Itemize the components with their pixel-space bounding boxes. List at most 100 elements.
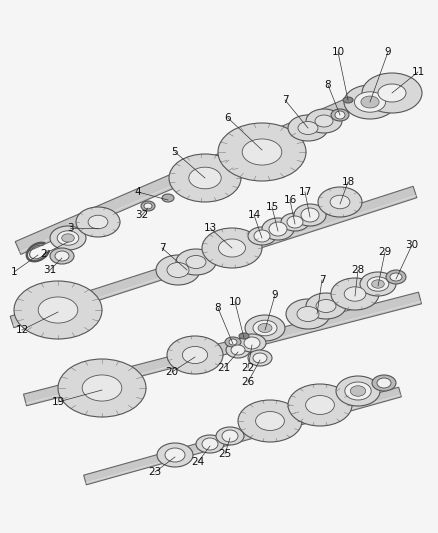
Ellipse shape (244, 337, 260, 349)
Polygon shape (24, 292, 421, 406)
Ellipse shape (141, 201, 155, 211)
Ellipse shape (248, 350, 272, 366)
Ellipse shape (229, 339, 237, 345)
Ellipse shape (362, 73, 422, 113)
Ellipse shape (306, 109, 342, 133)
Ellipse shape (169, 154, 241, 202)
Ellipse shape (258, 324, 272, 333)
Ellipse shape (162, 194, 174, 202)
Ellipse shape (76, 207, 120, 237)
Ellipse shape (202, 438, 218, 450)
Text: 24: 24 (191, 457, 205, 467)
Ellipse shape (354, 92, 385, 112)
Polygon shape (84, 387, 401, 485)
Ellipse shape (315, 115, 333, 127)
Text: 19: 19 (51, 397, 65, 407)
Ellipse shape (216, 427, 244, 445)
Ellipse shape (306, 395, 334, 415)
Ellipse shape (245, 315, 285, 341)
Ellipse shape (377, 378, 391, 388)
Ellipse shape (165, 448, 185, 462)
Text: 2: 2 (41, 249, 47, 259)
Text: 9: 9 (272, 290, 278, 300)
Ellipse shape (350, 386, 366, 396)
Ellipse shape (167, 336, 223, 374)
Ellipse shape (367, 277, 389, 291)
Ellipse shape (344, 85, 396, 119)
Ellipse shape (390, 273, 402, 281)
Ellipse shape (226, 342, 250, 358)
Ellipse shape (378, 84, 406, 102)
Ellipse shape (176, 249, 216, 275)
Ellipse shape (298, 122, 318, 134)
Ellipse shape (88, 215, 108, 229)
Ellipse shape (256, 411, 284, 431)
Ellipse shape (316, 300, 336, 312)
Ellipse shape (253, 320, 277, 336)
Text: 11: 11 (411, 67, 424, 77)
Text: 32: 32 (135, 210, 148, 220)
Ellipse shape (345, 382, 371, 400)
Text: 1: 1 (11, 267, 18, 277)
Ellipse shape (58, 359, 146, 417)
Text: 20: 20 (166, 367, 179, 377)
Ellipse shape (360, 272, 396, 296)
Text: 31: 31 (43, 265, 57, 275)
Text: 7: 7 (159, 243, 165, 253)
Ellipse shape (50, 226, 86, 250)
Ellipse shape (57, 231, 79, 245)
Ellipse shape (55, 251, 69, 261)
Ellipse shape (167, 262, 189, 278)
Ellipse shape (254, 230, 270, 242)
Text: 18: 18 (341, 177, 355, 187)
Ellipse shape (225, 337, 241, 347)
Ellipse shape (372, 280, 384, 288)
Ellipse shape (156, 255, 200, 285)
Ellipse shape (287, 216, 303, 228)
Ellipse shape (231, 345, 245, 355)
Ellipse shape (330, 195, 350, 209)
Text: 14: 14 (247, 210, 261, 220)
Ellipse shape (189, 167, 221, 189)
Text: 13: 13 (203, 223, 217, 233)
Ellipse shape (331, 109, 349, 121)
Ellipse shape (222, 430, 238, 442)
Ellipse shape (62, 234, 74, 242)
Text: 15: 15 (265, 202, 279, 212)
Ellipse shape (335, 111, 345, 119)
Text: 22: 22 (241, 363, 254, 373)
Text: 17: 17 (298, 187, 311, 197)
Ellipse shape (238, 334, 266, 352)
Ellipse shape (286, 299, 330, 329)
Text: 6: 6 (225, 113, 231, 123)
Ellipse shape (294, 204, 326, 226)
Ellipse shape (242, 139, 282, 165)
Ellipse shape (361, 96, 379, 108)
Text: 21: 21 (217, 363, 231, 373)
Text: 7: 7 (319, 275, 325, 285)
Text: 12: 12 (15, 325, 28, 335)
Ellipse shape (196, 435, 224, 453)
Text: 29: 29 (378, 247, 392, 257)
Ellipse shape (248, 227, 276, 245)
Text: 5: 5 (172, 147, 178, 157)
Ellipse shape (186, 255, 206, 269)
Text: 16: 16 (283, 195, 297, 205)
Ellipse shape (331, 278, 379, 310)
Ellipse shape (202, 228, 262, 268)
Text: 28: 28 (351, 265, 364, 275)
Polygon shape (15, 82, 391, 254)
Text: 4: 4 (135, 187, 141, 197)
Ellipse shape (386, 270, 406, 284)
Ellipse shape (318, 187, 362, 217)
Ellipse shape (157, 443, 193, 467)
Ellipse shape (38, 297, 78, 323)
Ellipse shape (269, 222, 287, 236)
Ellipse shape (253, 353, 267, 363)
Ellipse shape (288, 384, 352, 426)
Ellipse shape (281, 213, 309, 231)
Ellipse shape (297, 306, 319, 321)
Ellipse shape (372, 375, 396, 391)
Text: 9: 9 (385, 47, 391, 57)
Text: 25: 25 (219, 449, 232, 459)
